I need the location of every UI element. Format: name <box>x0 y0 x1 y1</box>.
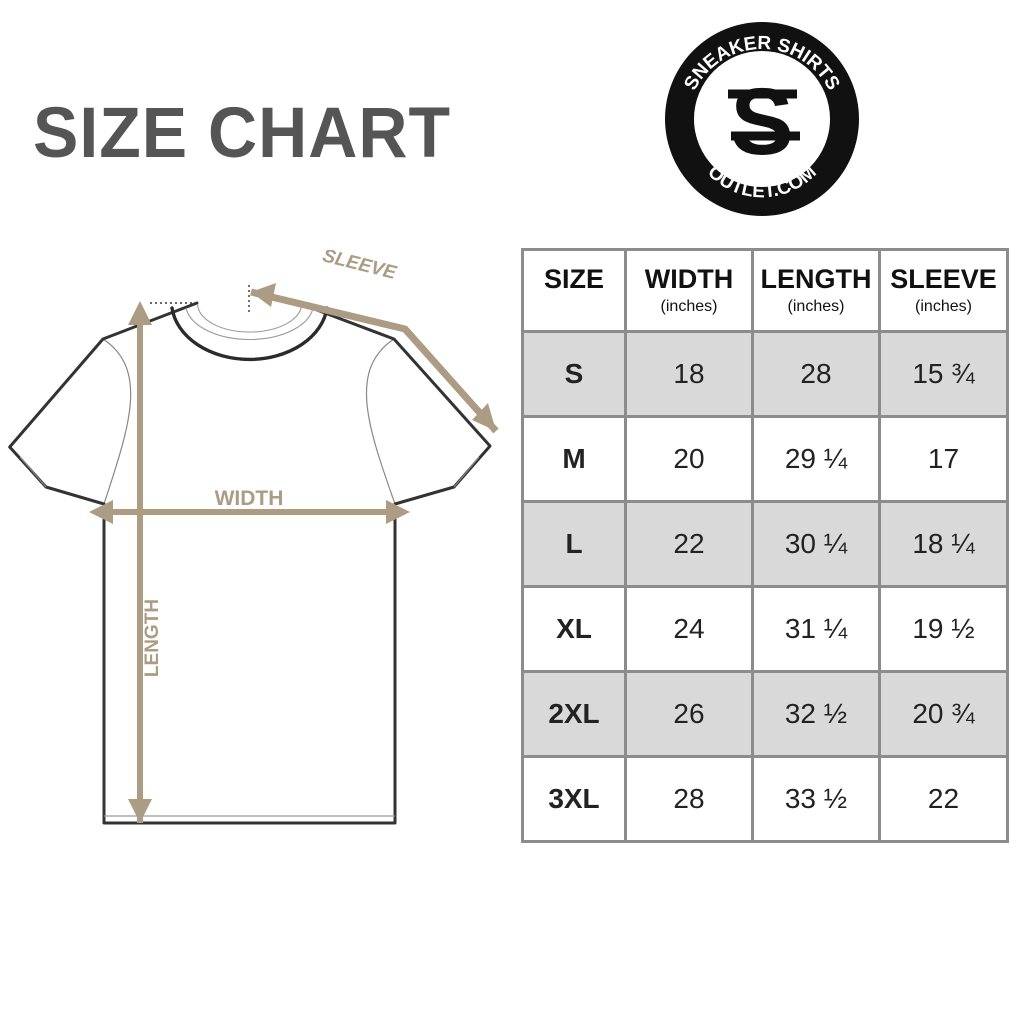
svg-text:LENGTH: LENGTH <box>142 599 163 677</box>
svg-text:WIDTH: WIDTH <box>215 487 284 510</box>
svg-text:SLEEVE: SLEEVE <box>320 250 399 284</box>
svg-text:S: S <box>730 69 793 175</box>
